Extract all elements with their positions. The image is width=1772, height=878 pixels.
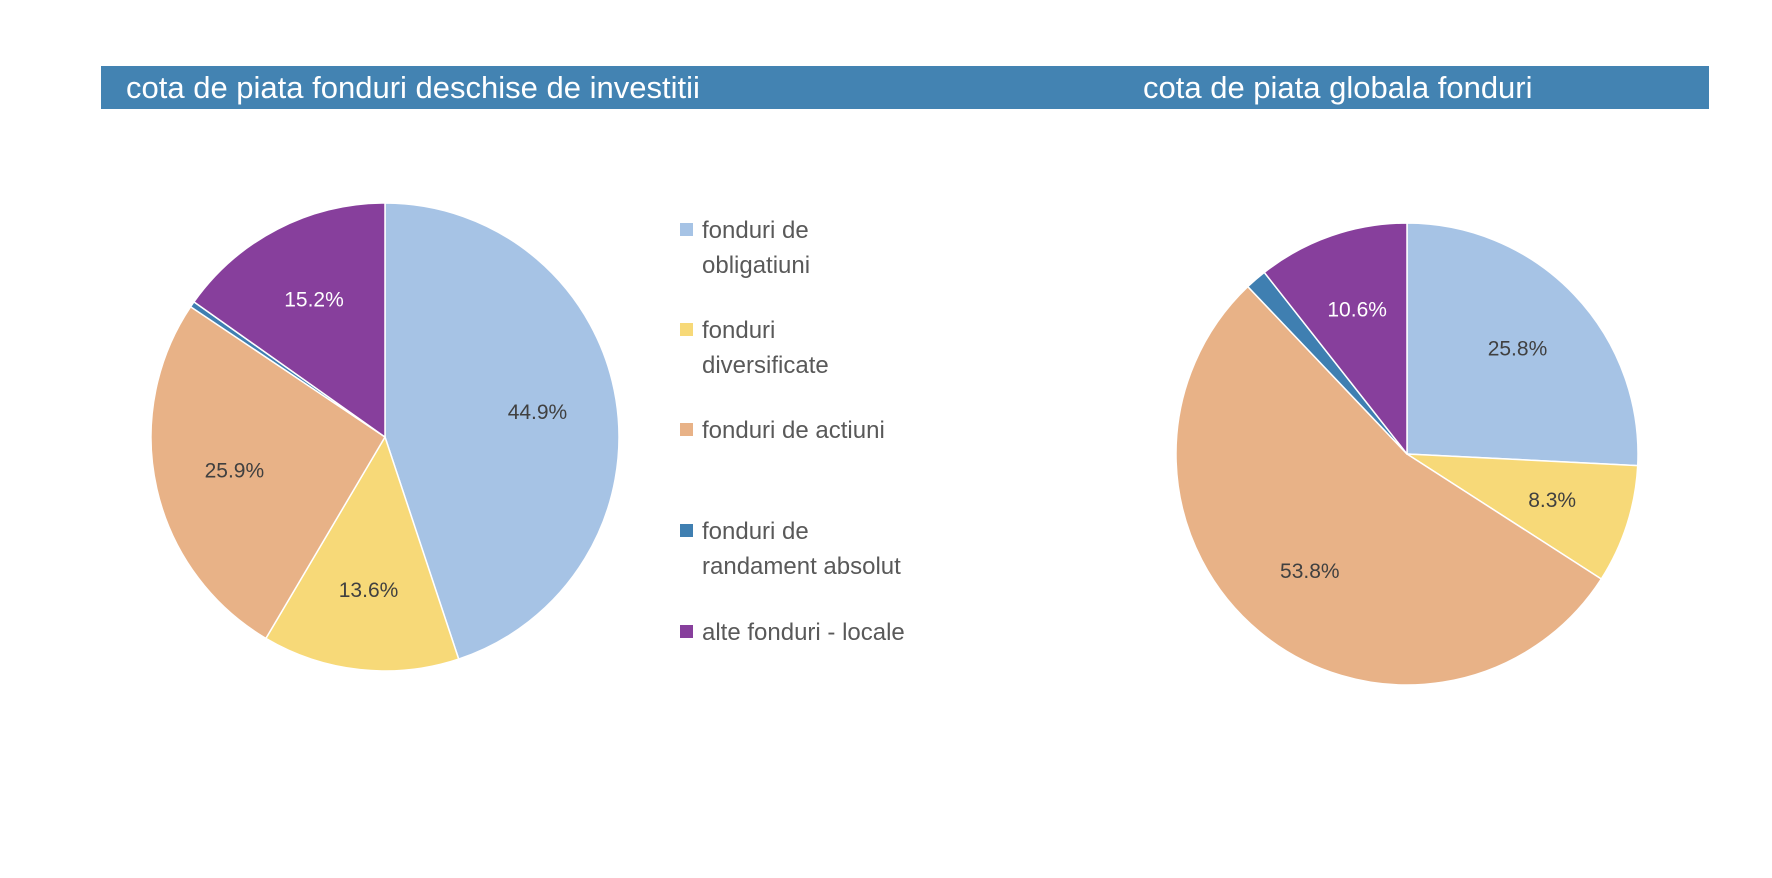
legend-label: fonduri diversificate	[702, 317, 829, 379]
data-label-other-local: 15.2%	[284, 288, 344, 311]
pie-slice-diversified	[265, 436, 460, 672]
legend-item-other-local-funds: alte fonduri - locale	[680, 615, 905, 650]
pie-slice-other-local	[193, 202, 386, 438]
data-label-equity: 53.8%	[1280, 560, 1340, 583]
legend-item-diversified-funds: fonduri diversificate	[680, 313, 829, 383]
title-bar	[101, 66, 1709, 109]
chart-title-global-funds: cota de piata globala fonduri	[1143, 70, 1533, 105]
legend-item-absolute-return-funds: fonduri de randament absolut	[680, 514, 901, 584]
legend-swatch	[680, 524, 693, 537]
pie-chart-global-funds: 25.8% 8.3% 53.8% 10.6%	[1175, 222, 1639, 686]
legend-swatch	[680, 423, 693, 436]
pie-slice-other-local	[1263, 222, 1408, 455]
pie-chart-open-funds: 44.9% 13.6% 25.9% 15.2%	[150, 202, 620, 672]
pie-slice-equity	[150, 305, 386, 640]
data-label-bond: 25.8%	[1488, 337, 1548, 360]
data-label-diversified: 13.6%	[339, 579, 399, 602]
pie-slice-equity	[1175, 285, 1603, 686]
data-label-diversified: 8.3%	[1528, 489, 1576, 512]
data-label-bond: 44.9%	[508, 401, 568, 424]
legend-item-bond-funds: fonduri de obligatiuni	[680, 213, 810, 283]
pie-slice-bond	[1406, 222, 1639, 467]
legend-swatch	[680, 323, 693, 336]
legend-label: alte fonduri - locale	[702, 619, 905, 646]
legend-swatch	[680, 223, 693, 236]
data-label-other-local: 10.6%	[1327, 298, 1387, 321]
chart-title-open-funds: cota de piata fonduri deschise de invest…	[126, 70, 700, 105]
legend-item-equity-funds: fonduri de actiuni	[680, 413, 885, 448]
legend-swatch	[680, 625, 693, 638]
data-label-equity: 25.9%	[205, 460, 265, 483]
legend-label: fonduri de actiuni	[702, 417, 885, 444]
legend-label: fonduri de randament absolut	[702, 518, 901, 580]
pie-slice-bond	[384, 202, 620, 660]
pie-slice-diversified	[1406, 453, 1639, 580]
legend-label: fonduri de obligatiuni	[702, 217, 811, 279]
